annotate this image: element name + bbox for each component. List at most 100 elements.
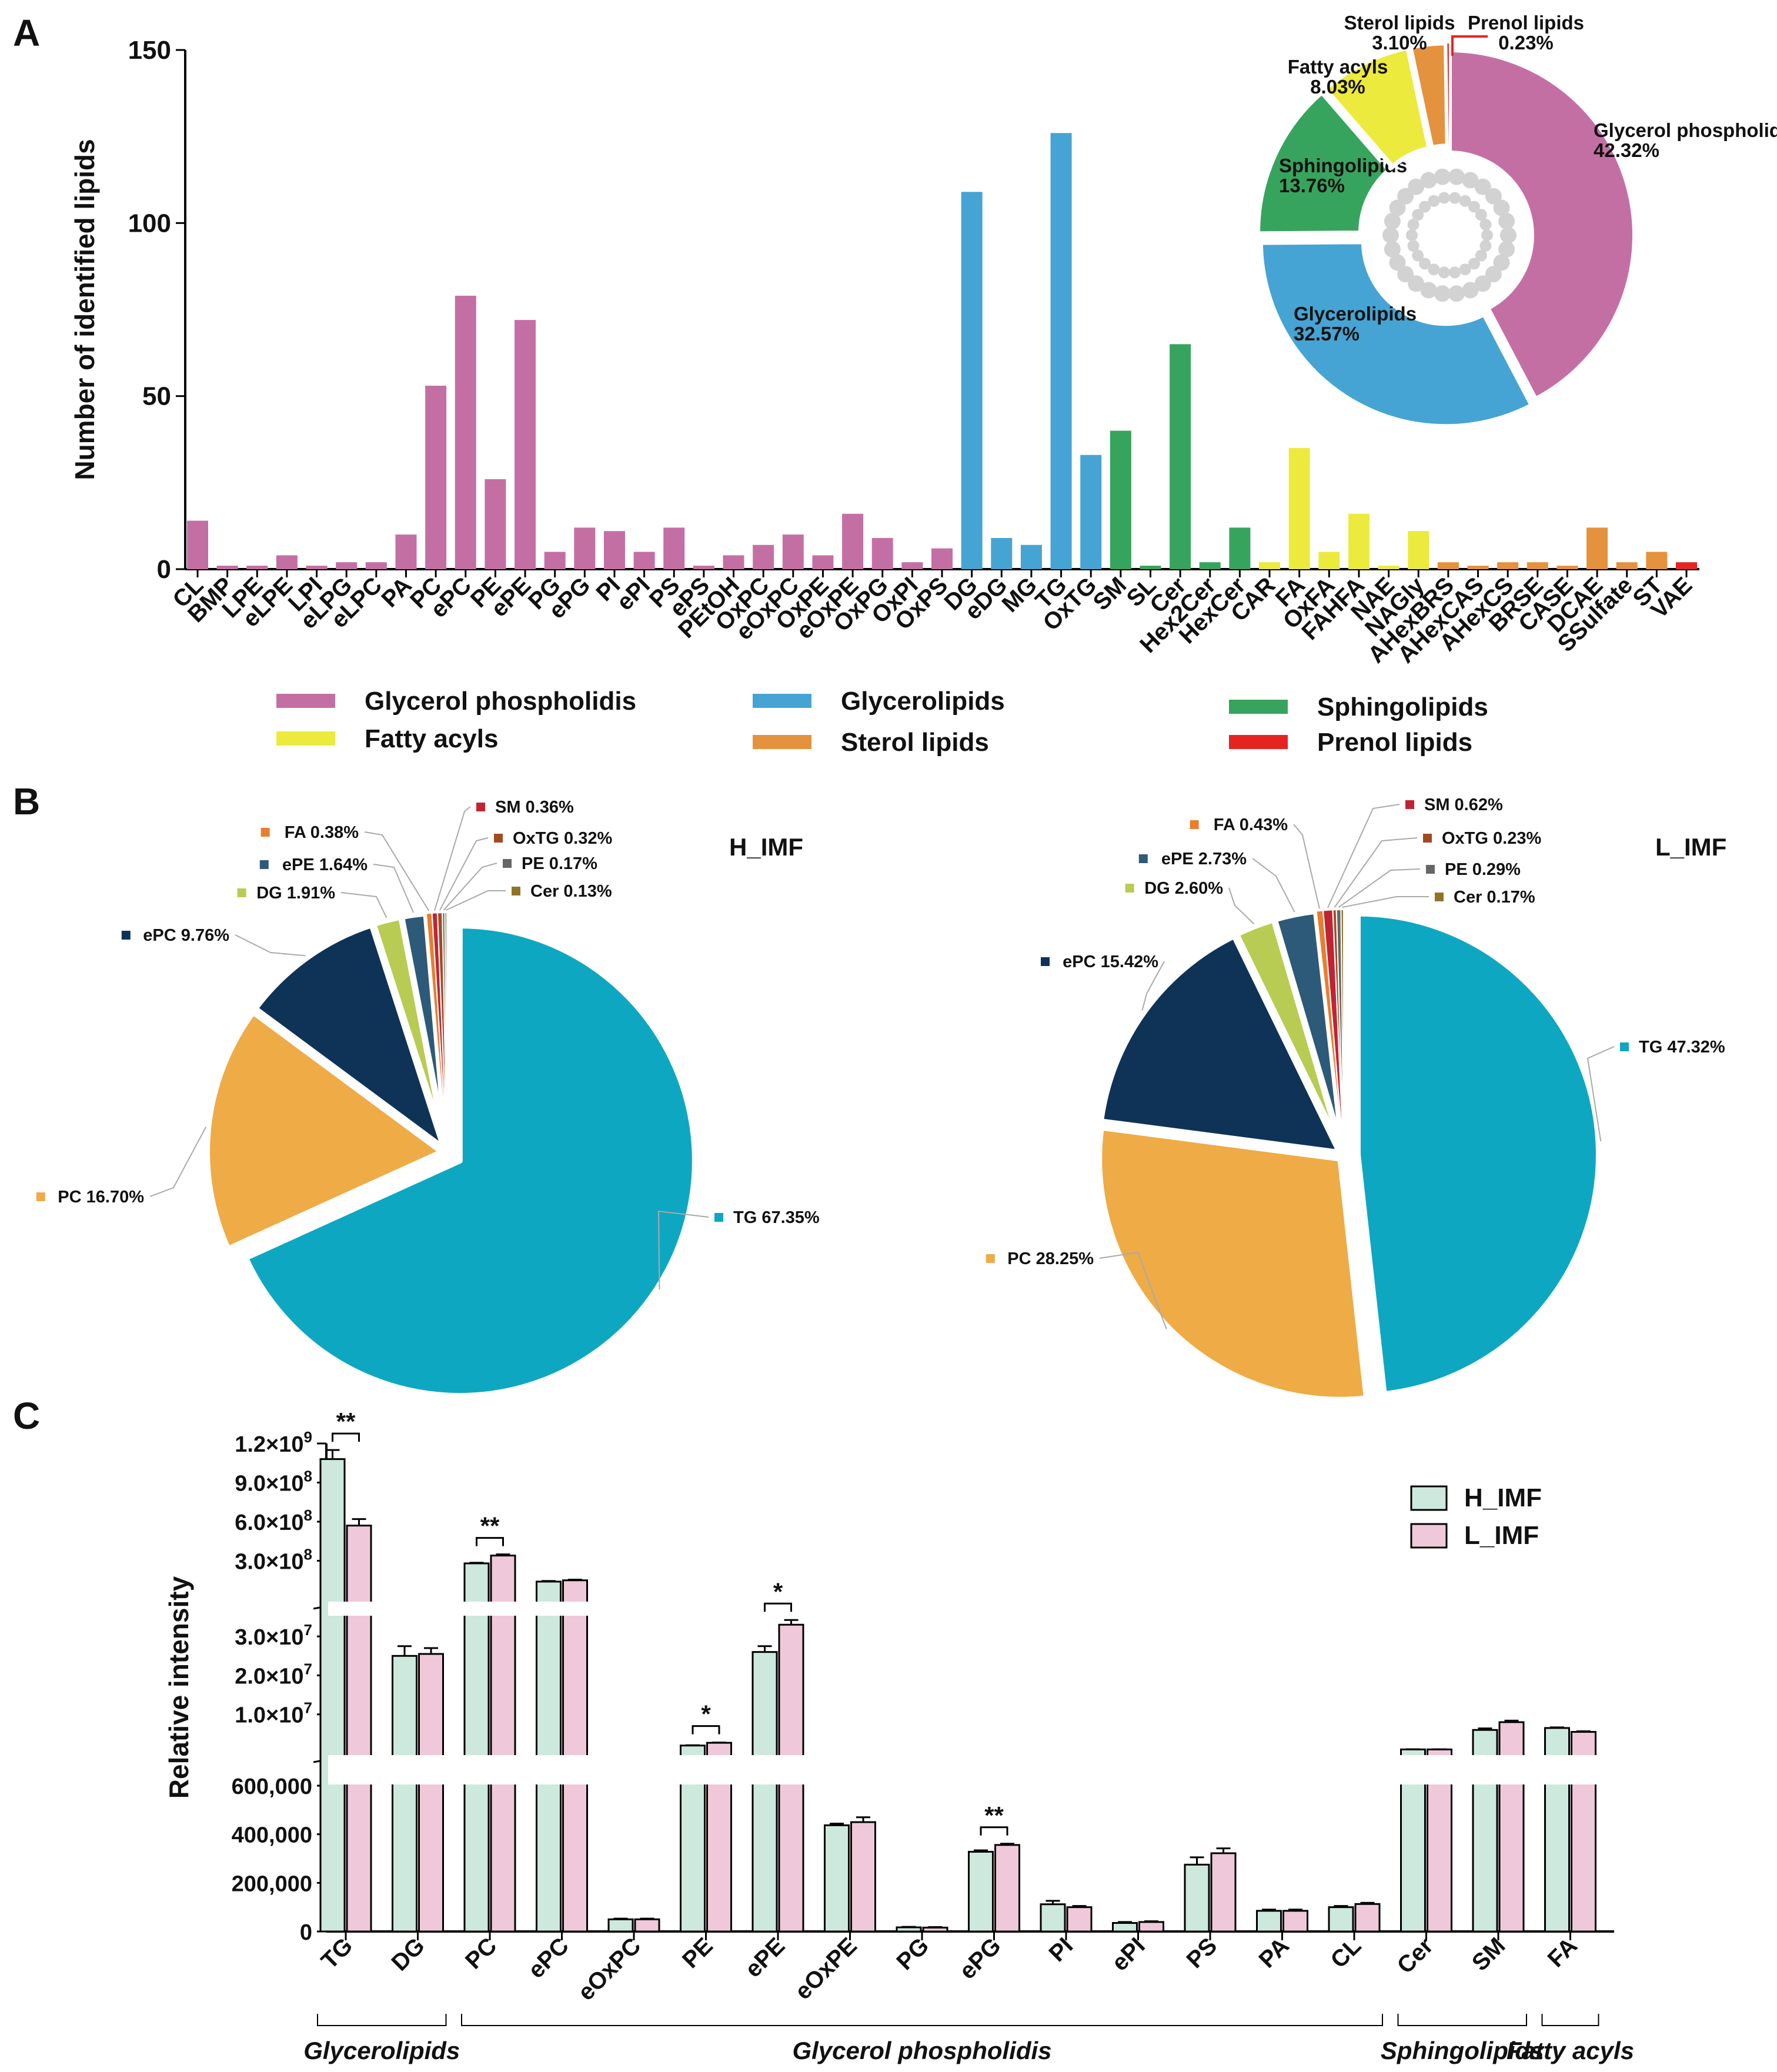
lipid-head-glyph [1493,254,1510,271]
donut-slice-sphingolipids [1255,89,1393,236]
pie-marker-fa [260,828,270,837]
donut-slice-glycerol-phospholidis [1447,47,1637,403]
lipid-head-glyph [1448,285,1465,302]
pie-leader-epe [373,864,414,913]
x-tick-label-c-pi: PI [1044,1933,1078,1967]
x-tick-label-c-sm: SM [1467,1933,1511,1976]
pie-marker-oxtg [1423,834,1432,843]
group-bracket-c-glycerolipids [317,2014,447,2026]
bar-a-bmp [216,566,238,569]
lipid-head-glyph [1389,199,1406,216]
donut-slice-sterol-lipids [1407,41,1450,151]
pie-leader-epc [1141,961,1165,1011]
lipid-head-glyph [1449,266,1461,279]
panel-label-a: A [13,12,40,54]
y-tick-label-c: 9.0×108 [235,1468,312,1496]
bar-a-ahexbrs [1437,562,1459,569]
bar-a-nae [1378,566,1399,569]
pie-leader-tg [657,1210,709,1289]
pie-label-dg: DG 1.91% [256,884,335,903]
pie-leader-fa [1293,824,1320,909]
lipid-head-glyph [1485,266,1502,283]
lipid-head-glyph [1408,178,1425,195]
donut-slice-fatty-acyls [1321,45,1432,171]
group-label-c-glycerolipids: Glycerolipids [303,2037,460,2064]
pie-marker-pe [503,859,512,868]
bar-c-pa-h-imf [1256,1910,1282,1933]
pie-slice-pc [1096,1124,1370,1403]
bar-a-lpi [306,566,328,569]
lipid-head-glyph [1389,254,1406,271]
lipid-head-glyph [1382,227,1399,243]
bar-c-eoxpe-h-imf [824,1824,850,1933]
pie-marker-epe [1138,854,1148,863]
bar-a-oxpc [753,544,774,569]
sig-mark-c-epg: ** [984,1802,1004,1829]
pie-leader-sm [434,806,471,911]
lipid-head-glyph [1468,258,1480,270]
pie-leader-cer [445,890,506,911]
pie-label-oxtg: OxTG 0.23% [1442,829,1541,848]
x-tick-label-c-epe: ePE [740,1933,790,1983]
lipid-head-glyph [1459,263,1471,276]
y-tick-label-c: 1.2×109 [235,1428,312,1457]
donut-pct-glycerolipids: 32.57% [1294,323,1360,345]
bar-c-tg-l-imf [346,1525,372,1933]
lipid-head-glyph [1498,213,1515,230]
pie-label-epc: ePC 15.42% [1063,953,1158,971]
bar-a-ahexcs [1497,562,1519,569]
bar-a-eps [693,566,714,569]
bar-c-dg-h-imf [392,1655,417,1933]
pie-leader-epe [1252,858,1295,913]
bar-a-elpe [276,555,298,569]
pie-slice-tg [1354,910,1602,1398]
bar-c-dg-l-imf [418,1653,444,1933]
bar-c-ps-h-imf [1184,1863,1210,1933]
pie-leader-tg [1586,1046,1615,1142]
bar-c-epi-h-imf [1112,1922,1138,1933]
x-tick-label-c-dg: DG [386,1933,430,1976]
pie-label-epc: ePC 9.76% [143,926,229,945]
pie-title-l-imf: L_IMF [1655,833,1726,861]
x-tick-label-c-fa: FA [1543,1933,1582,1972]
sig-mark-c-epe: * [773,1578,783,1605]
donut-label-sterol-lipids: Sterol lipids [1344,12,1455,34]
bar-c-eoxpe-l-imf [850,1821,876,1933]
y-tick-label-c: 3.0×108 [235,1546,312,1575]
pie-leader-epc [235,934,306,957]
pie-label-epe: ePE 1.64% [282,855,368,874]
x-tick-label-c-epc: ePC [523,1933,574,1983]
lipid-head-glyph [1412,209,1424,221]
pie-leader-pc [149,1127,207,1197]
pie-marker-tg [714,1213,723,1222]
y-tick-label-c: 200,000 [232,1872,312,1896]
lipid-head-glyph [1419,258,1431,270]
bar-a-oxtg [1080,454,1102,569]
pie-label-sm: SM 0.62% [1424,796,1503,814]
lipid-head-glyph [1475,249,1487,262]
legend-label-c-l-imf: L_IMF [1464,1521,1539,1550]
bar-c-eoxpc-h-imf [607,1918,634,1933]
sig-bracket-c-pe [692,1725,720,1735]
bar-a-fa [1288,447,1310,569]
bar-a-epi [633,552,655,569]
pie-slice-epc [1097,933,1343,1156]
lipid-head-glyph [1462,172,1479,189]
x-tick-label-c-pe: PE [677,1933,718,1973]
legend-label-a-gp: Glycerol phospholidis [365,687,636,716]
pie-marker-dg [1125,884,1134,893]
y-axis-title-a: Number of identified lipids [69,139,100,480]
donut-pct-glycerol-phospholidis: 42.32% [1594,139,1659,161]
lipid-head-glyph [1428,263,1440,276]
x-tick-label-c-epi: ePI [1107,1933,1150,1976]
pie-label-tg: TG 67.35% [733,1208,820,1227]
x-tick-label-c-epg: ePG [954,1933,1006,1984]
bar-a-vae [1676,562,1697,569]
legend-swatch-a-st [753,735,811,749]
lipid-head-glyph [1498,240,1515,258]
legend-label-c-h-imf: H_IMF [1464,1483,1542,1512]
bar-c-cl-h-imf [1328,1906,1354,1933]
y-tick-label-a: 50 [142,382,171,411]
bar-a-oxpi [901,562,923,569]
